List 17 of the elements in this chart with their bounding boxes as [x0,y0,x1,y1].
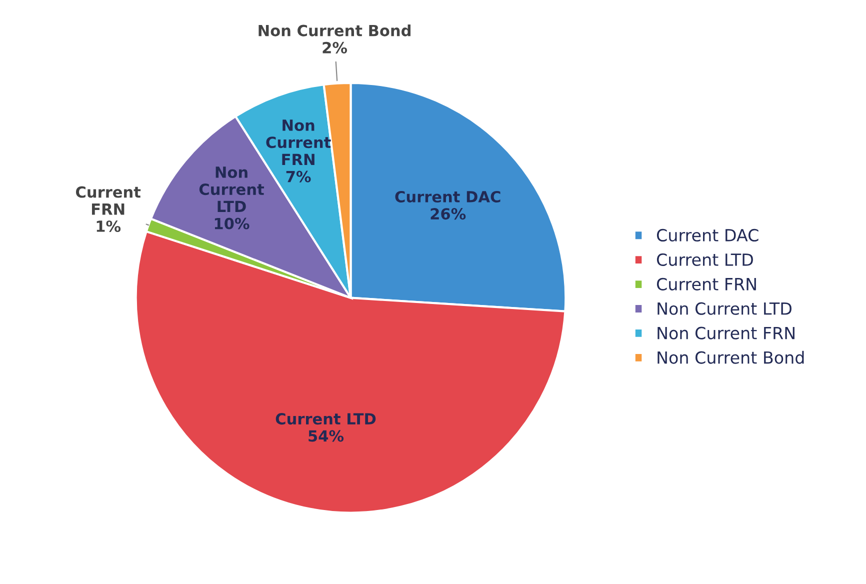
data-label: 54% [308,430,344,442]
slice-label: Non Current LTD [199,166,264,212]
legend-label: Non Current FRN [658,326,794,340]
legend-label: Current DAC [656,228,758,242]
slice-label: Current FRN [76,186,141,215]
slice-label: Current DAC [395,190,500,203]
legend-label: Non Current LTD [658,302,792,315]
data-label: 2% [322,42,348,54]
legend-label: Current FRN [656,278,756,290]
slice-label: Non Current Bond [258,24,410,36]
slice-label: Current LTD [276,413,376,425]
data-label: 26% [430,208,466,220]
data-label: 7% [286,170,311,182]
legend-label: Non Current Bond [658,350,804,364]
data-label: 1% [96,220,121,232]
legend-label: Current LTD [656,253,753,266]
data-label: 10% [214,218,250,230]
